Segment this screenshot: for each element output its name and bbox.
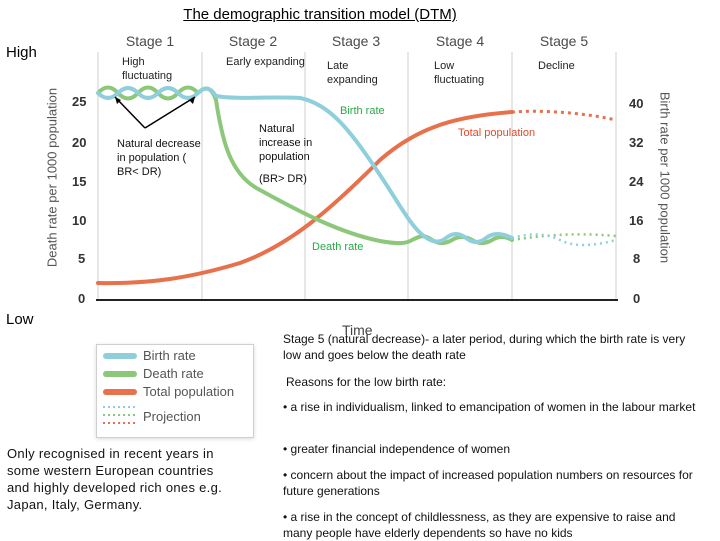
death-rate-label: Death rate [312, 241, 364, 253]
legend-item-total-population: Total population [143, 384, 235, 399]
right-tick: 0 [633, 291, 641, 306]
birth-rate-curve [96, 86, 514, 244]
natural-decrease-note: Natural decrease in population ( BR< DR) [117, 138, 201, 178]
arrow-head-right [189, 97, 195, 104]
legend-item-death-rate: Death rate [143, 366, 204, 381]
legend-item-projection: Projection [143, 409, 201, 424]
legend-swatch-birth [103, 353, 137, 359]
stage-2-heading: Stage 2 [228, 33, 278, 49]
left-tick: 20 [72, 135, 87, 150]
left-tick: 10 [72, 213, 87, 228]
left-tick: 0 [78, 291, 86, 306]
right-tick: 8 [633, 251, 641, 266]
death-rate-projection [511, 233, 617, 242]
natural-increase-note: Natural increase in population [259, 123, 313, 163]
legend-swatch-projection [103, 406, 137, 424]
reason-item: • a rise in individualism, linked to ema… [283, 400, 696, 414]
stage-5-desc: Decline [538, 60, 575, 72]
reasons-heading: Reasons for the low birth rate: [286, 375, 447, 389]
stage-4-desc: Low fluctuating [434, 60, 485, 86]
legend-swatch-death [103, 371, 137, 377]
legend: Birth rate Death rate Total population P… [96, 344, 254, 438]
low-label: Low [6, 311, 34, 328]
legend-swatch-population [103, 389, 137, 395]
arrow-line-right [144, 96, 196, 129]
stage-2-desc: Early expanding [226, 56, 305, 68]
left-tick: 15 [72, 174, 87, 189]
right-tick: 40 [629, 96, 644, 111]
reason-item: • greater financial independence of wome… [283, 442, 511, 456]
x-axis-title: Time [342, 322, 373, 338]
birth-rate-label: Birth rate [340, 105, 385, 117]
reason-item: • concern about the impact of increased … [283, 468, 693, 498]
high-label: High [6, 44, 37, 61]
left-tick: 25 [72, 94, 87, 109]
stage-1-desc: High fluctuating [122, 56, 173, 82]
birth-rate-projection [511, 233, 617, 247]
stage-3-desc: Late expanding [327, 60, 378, 86]
left-tick: 5 [78, 251, 86, 266]
right-tick: 16 [629, 213, 644, 228]
stage-5-heading: Stage 5 [539, 33, 589, 49]
stage5-description: Stage 5 (natural decrease)- a later peri… [283, 332, 686, 362]
page-title: The demographic transition model (DTM) [183, 6, 457, 23]
left-axis-title: Death rate per 1000 population [44, 87, 60, 268]
dtm-diagram [96, 52, 618, 301]
right-tick: 32 [629, 135, 644, 150]
total-population-projection [511, 109, 617, 122]
arrow-line-left [114, 96, 146, 129]
br-gt-dr-note: (BR> DR) [259, 173, 307, 185]
total-population-curve [96, 110, 514, 286]
total-population-label: Total population [458, 127, 536, 139]
right-axis-title: Birth rate per 1000 population [657, 91, 673, 264]
legend-item-birth-rate: Birth rate [143, 348, 196, 363]
arrow-head-left [115, 97, 121, 104]
stage-1-heading: Stage 1 [125, 33, 175, 49]
recognition-note: Only recognised in recent years in some … [7, 446, 223, 512]
stage-4-heading: Stage 4 [435, 33, 485, 49]
right-tick: 24 [629, 174, 644, 189]
stage-3-heading: Stage 3 [331, 33, 381, 49]
reason-item: • a rise in the concept of childlessness… [283, 510, 676, 540]
